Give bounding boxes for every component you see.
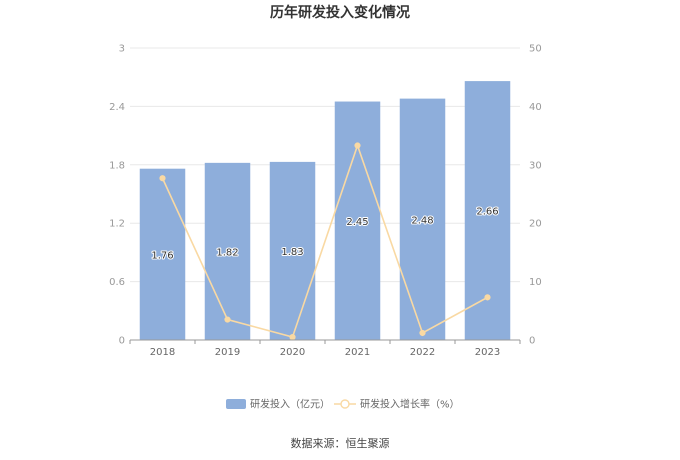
left-tick-label: 0: [119, 336, 125, 347]
growth-point[interactable]: [224, 316, 231, 323]
x-tick-label: 2021: [345, 347, 370, 358]
x-tick-label: 2018: [150, 347, 175, 358]
source-note: 数据来源：恒生聚源: [291, 436, 390, 450]
right-tick-label: 40: [529, 102, 542, 113]
left-tick-label: 2.4: [109, 102, 125, 113]
bar-data-label: 2.45: [346, 217, 368, 228]
bar-data-label: 2.66: [476, 207, 498, 218]
growth-point[interactable]: [159, 175, 166, 182]
legend-line-marker: [340, 399, 350, 409]
bar[interactable]: [204, 162, 251, 340]
x-tick-label: 2023: [475, 347, 500, 358]
left-tick-label: 1.2: [109, 219, 125, 230]
legend[interactable]: 研发投入（亿元） 研发投入增长率（%）: [226, 398, 460, 411]
growth-line: [161, 143, 488, 339]
growth-point[interactable]: [484, 294, 491, 301]
bar[interactable]: [139, 168, 186, 340]
bar[interactable]: [269, 161, 316, 340]
growth-point[interactable]: [354, 142, 361, 149]
x-axis: 2018 2019 2020 2021 2022 2023: [129, 339, 521, 358]
right-tick-label: 50: [529, 44, 542, 55]
right-tick-label: 20: [529, 219, 542, 230]
right-tick-label: 30: [529, 160, 542, 171]
grid-lines: [130, 47, 520, 283]
x-tick-label: 2019: [215, 347, 240, 358]
legend-bar-swatch: [226, 399, 246, 409]
chart-title: 历年研发投入变化情况: [270, 4, 410, 21]
bar-data-label: 1.76: [151, 250, 173, 261]
bar[interactable]: [334, 101, 381, 341]
x-tick-label: 2020: [280, 347, 305, 358]
bar-data-label: 1.83: [281, 247, 303, 258]
right-tick-label: 0: [529, 336, 535, 347]
left-axis-ticks: 0 0.6 1.2 1.8 2.4 3: [109, 44, 125, 347]
right-tick-label: 10: [529, 277, 542, 288]
growth-point[interactable]: [419, 329, 426, 337]
bar-series: [139, 81, 511, 341]
bar-data-label: 2.48: [411, 215, 433, 226]
legend-bar-label: 研发投入（亿元）: [250, 398, 330, 411]
left-tick-label: 0.6: [109, 277, 125, 288]
bar-data-label: 1.82: [216, 247, 238, 258]
left-tick-label: 3: [119, 44, 125, 55]
right-axis-ticks: 0 10 20 30 40 50: [529, 44, 542, 347]
legend-line-label: 研发投入增长率（%）: [360, 398, 460, 411]
bar[interactable]: [399, 98, 446, 340]
x-tick-label: 2022: [410, 347, 435, 358]
line-series: [159, 142, 491, 341]
growth-point[interactable]: [289, 333, 296, 341]
left-tick-label: 1.8: [109, 160, 125, 171]
bar-data-labels: 1.76 1.82 1.83 2.45 2.48 2.66: [150, 206, 499, 263]
